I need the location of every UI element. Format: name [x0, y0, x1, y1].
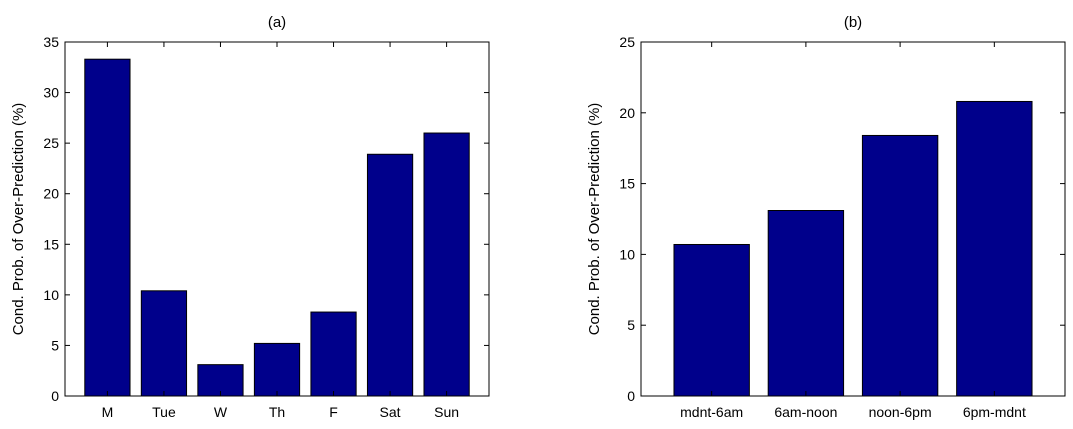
panel-a-bar-f — [310, 311, 357, 397]
panel-a-xtick-label: Tue — [152, 404, 176, 420]
panel-b-ylabel: Cond. Prob. of Over-Prediction (%) — [586, 103, 603, 336]
panel-a-ytick-label: 20 — [43, 186, 59, 202]
panel-a-bar-sun — [423, 132, 470, 397]
panel-a-ytick-label: 15 — [43, 236, 59, 252]
panel-b-ytick-label: 0 — [627, 388, 635, 404]
panel-a-ytick-label: 30 — [43, 85, 59, 101]
panel-b-title: (b) — [844, 14, 862, 31]
panel-b-bar-noon-6pm — [861, 134, 939, 397]
panel-a-ytick-label: 0 — [51, 388, 59, 404]
panel-b-xtick-label: noon-6pm — [869, 404, 932, 420]
panel-a-ytick-label: 35 — [43, 34, 59, 50]
panel-a-xtick-label: Sun — [434, 404, 459, 420]
panel-a-ytick-label: 5 — [51, 337, 59, 353]
panel-a-xtick-label: F — [329, 404, 338, 420]
panel-a-bar-tue — [140, 290, 188, 397]
panel-a-bar-sat — [366, 153, 414, 397]
panel-a-title: (a) — [268, 14, 286, 31]
panel-b-ytick-label: 5 — [627, 317, 635, 333]
panel-a-xtick-label: Th — [269, 404, 285, 420]
panel-a-bar-w — [197, 364, 244, 397]
panel-a-ylabel: Cond. Prob. of Over-Prediction (%) — [10, 103, 27, 336]
panel-b-xtick-label: 6am-noon — [774, 404, 837, 420]
panel-b-ytick-label: 10 — [619, 246, 635, 262]
panel-b-ytick-label: 20 — [619, 105, 635, 121]
panel-b-bar-6am-noon — [767, 210, 845, 397]
panel-a-bar-m — [84, 58, 131, 397]
panel-a-ytick-label: 25 — [43, 135, 59, 151]
panel-b-axes-box — [640, 41, 1066, 397]
panel-b-bar-mdnt-6am — [673, 243, 750, 397]
panel-b-bar-6pm-mdnt — [956, 100, 1033, 397]
panel-a-bar-th — [253, 342, 301, 397]
panel-b-xtick-label: 6pm-mdnt — [963, 404, 1026, 420]
panel-a-ytick-label: 10 — [43, 287, 59, 303]
panel-b-xtick-label: mdnt-6am — [680, 404, 743, 420]
panel-b-ytick-label: 15 — [619, 176, 635, 192]
panel-b-ytick-label: 25 — [619, 34, 635, 50]
panel-a-xtick-label: Sat — [380, 404, 401, 420]
panel-a-xtick-label: M — [102, 404, 114, 420]
panel-a-xtick-label: W — [214, 404, 228, 420]
